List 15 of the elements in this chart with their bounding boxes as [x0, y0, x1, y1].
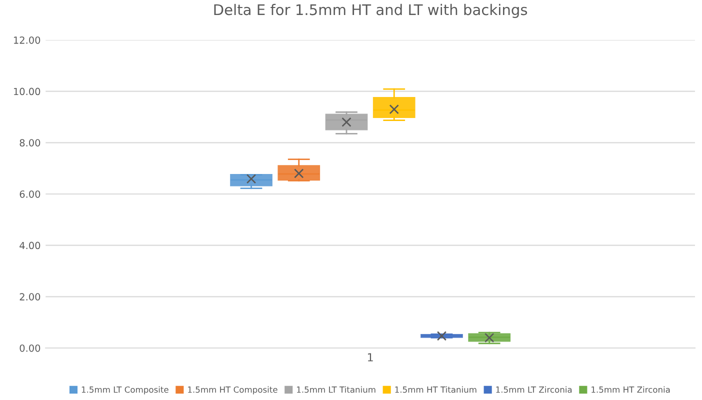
y-tick-label: 4.00 — [20, 242, 40, 250]
legend-label: 1.5mm LT Composite — [82, 386, 168, 394]
legend-label: 1.5mm HT Zirconia — [592, 386, 670, 393]
y-tick-label: 10.00 — [14, 88, 40, 96]
y-tick-label: 0.00 — [20, 344, 40, 352]
y-tick-label: 2.00 — [20, 293, 40, 300]
legend-label: 1.5mm LT Zirconia — [496, 386, 572, 393]
y-tick-label: 12.00 — [14, 36, 40, 44]
y-tick-label: 8.00 — [20, 139, 40, 146]
legend-label: 1.5mm HT Titanium — [395, 386, 476, 393]
legend-label: 1.5mm LT Titanium — [297, 386, 376, 393]
y-tick-label: 6.00 — [20, 190, 40, 198]
chart-title: Delta E for 1.5mm HT and LT with backings — [214, 4, 528, 18]
legend-label: 1.5mm HT Composite — [188, 386, 278, 394]
x-tick-label: 1 — [368, 353, 373, 362]
